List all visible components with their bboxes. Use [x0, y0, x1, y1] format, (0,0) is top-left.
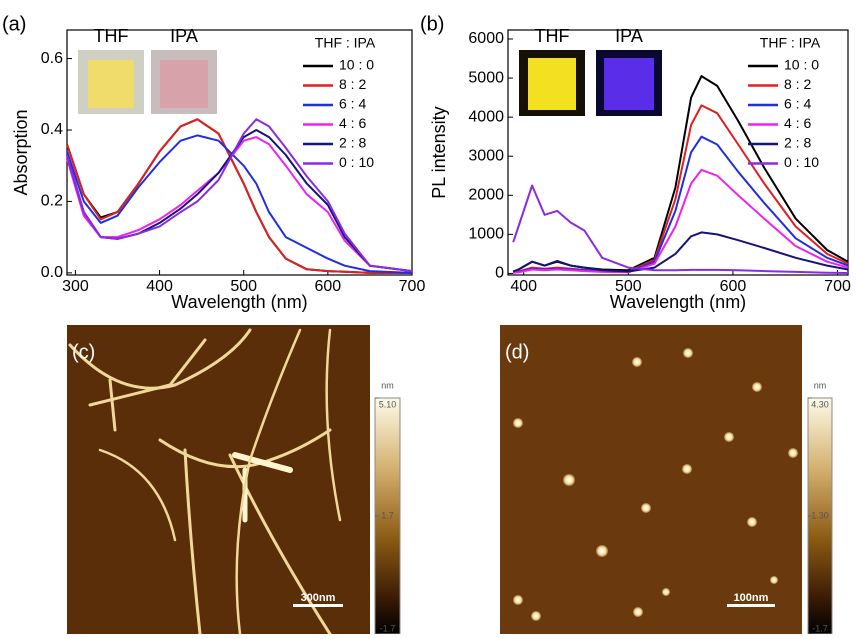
legend-title: THF : IPA	[760, 35, 821, 51]
colorbar-tick-label: -1.7	[812, 623, 828, 633]
scale-bar	[293, 604, 343, 607]
y-tick-label: 6000	[468, 30, 504, 47]
colorbar-tick-label: 5.10	[379, 399, 397, 409]
afm-image	[500, 325, 802, 634]
inset-label: THF	[94, 26, 129, 46]
scale-bar	[727, 604, 775, 607]
y-tick-label: 0.0	[41, 264, 63, 281]
x-tick-label: 300	[62, 278, 89, 295]
scale-bar-label: 300nm	[301, 592, 336, 604]
inset-label: THF	[535, 26, 570, 46]
x-tick-label: 400	[510, 278, 537, 295]
legend-label: 2 : 8	[784, 135, 811, 151]
colorbar-tick-label: 1.7	[381, 510, 394, 520]
colorbar-tick-label: 4.30	[811, 399, 829, 409]
y-tick-label: 2000	[468, 187, 504, 204]
scale-bar-label: 100nm	[734, 592, 769, 604]
legend-label: 0 : 10	[339, 154, 374, 170]
x-tick-label: 400	[146, 278, 173, 295]
panel-label: (c)	[72, 341, 95, 363]
colorbar-unit: nm	[814, 380, 827, 390]
legend-label: 0 : 10	[784, 154, 819, 170]
panel-label: (a)	[2, 13, 26, 35]
x-axis-label: Wavelength (nm)	[171, 292, 307, 312]
inset-label: IPA	[170, 26, 198, 46]
afm-image	[67, 325, 370, 634]
y-tick-label: 4000	[468, 108, 504, 125]
colorbar-tick-label: -1.7	[380, 623, 396, 633]
colorbar-unit: nm	[381, 380, 394, 390]
panel-label: (b)	[420, 13, 444, 35]
colorbar-tick-label: 1.30	[811, 510, 829, 520]
y-tick-label: 0	[495, 265, 504, 282]
figure: 3004005006007000.00.20.40.6Wavelength (n…	[0, 0, 857, 634]
cuvette	[604, 58, 654, 110]
legend-label: 6 : 4	[784, 96, 811, 112]
y-tick-label: 3000	[468, 147, 504, 164]
legend-label: 4 : 6	[339, 115, 366, 131]
cuvette	[528, 58, 576, 110]
cuvette	[160, 60, 208, 108]
series-line	[67, 130, 412, 271]
y-axis-label: PL intensity	[429, 106, 449, 198]
y-axis-label: Absorption	[11, 109, 31, 195]
y-tick-label: 5000	[468, 69, 504, 86]
legend-label: 6 : 4	[339, 96, 366, 112]
inset-label: IPA	[615, 26, 643, 46]
legend-label: 10 : 0	[784, 57, 819, 73]
legend-label: 4 : 6	[784, 115, 811, 131]
y-tick-label: 0.2	[41, 193, 63, 210]
legend-label: 2 : 8	[339, 135, 366, 151]
legend-label: 8 : 2	[784, 76, 811, 92]
x-tick-label: 700	[399, 278, 426, 295]
x-tick-label: 600	[315, 278, 342, 295]
y-tick-label: 0.4	[41, 121, 63, 138]
y-tick-label: 0.6	[41, 50, 63, 67]
series-line	[513, 232, 848, 271]
legend-label: 8 : 2	[339, 76, 366, 92]
legend-label: 10 : 0	[339, 57, 374, 73]
x-axis-label: Wavelength (nm)	[610, 292, 746, 312]
y-tick-label: 1000	[468, 226, 504, 243]
legend-title: THF : IPA	[315, 35, 376, 51]
panel-label: (d)	[505, 341, 529, 363]
cuvette	[88, 60, 134, 108]
x-tick-label: 700	[824, 278, 851, 295]
